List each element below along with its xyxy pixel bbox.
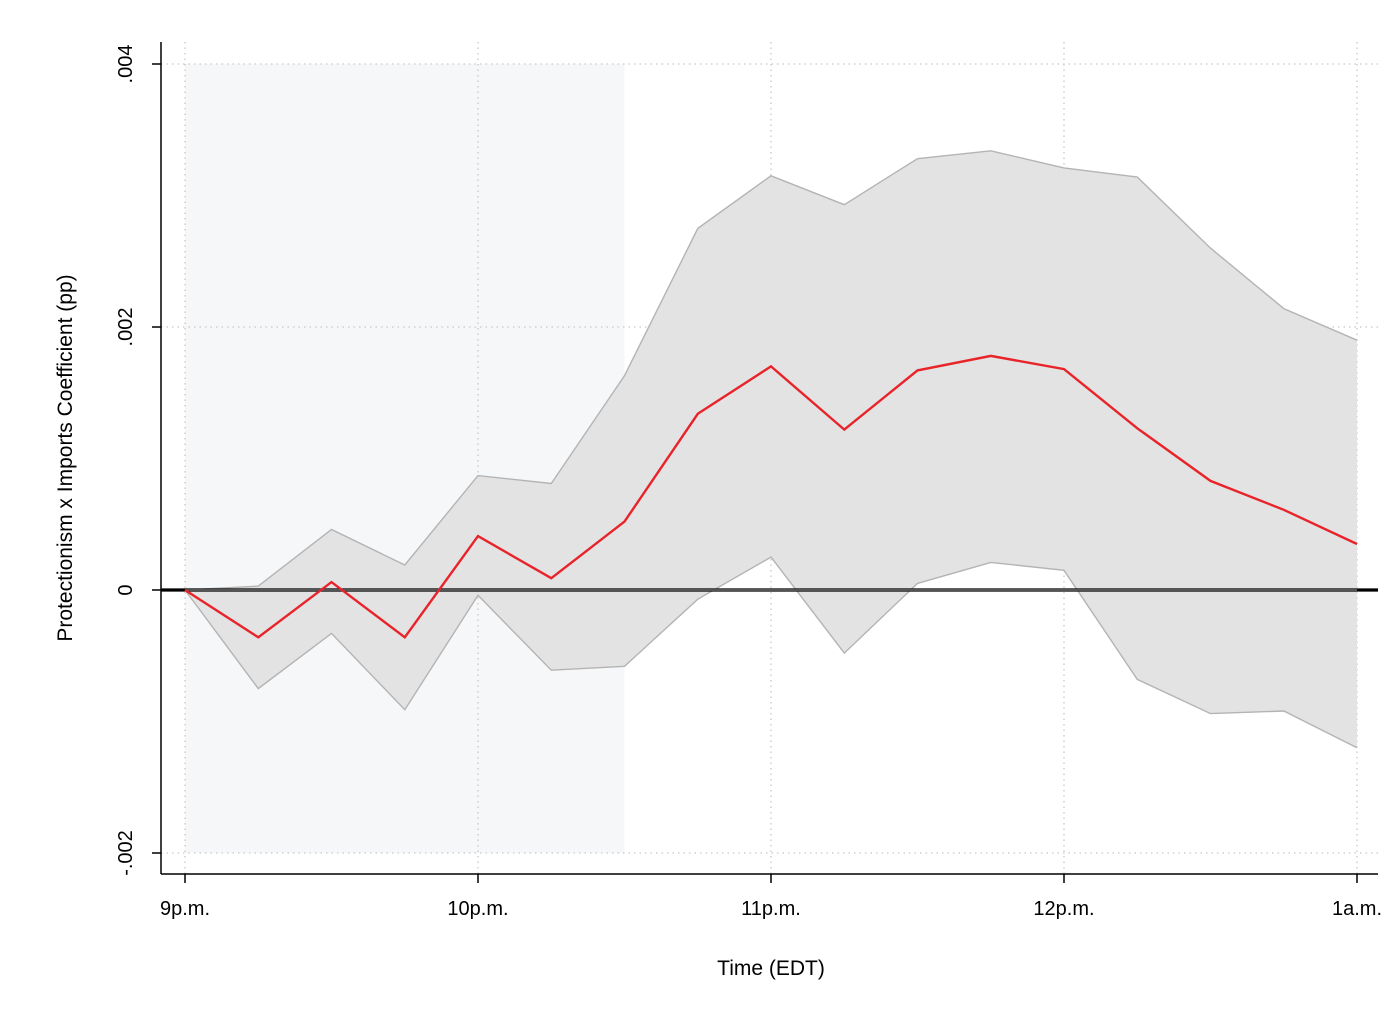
shaded-region [185,64,625,853]
x-tick-label: 1a.m. [1332,898,1382,920]
x-tick-label: 9p.m. [160,898,210,920]
x-axis-title: Time (EDT) [717,957,825,980]
y-tick-label: -.002 [115,830,137,876]
shaded-region-layer [185,64,625,853]
y-tick-label: .004 [115,45,137,84]
y-axis-title: Protectionism x Imports Coefficient (pp) [54,274,77,641]
x-tick-label: 11p.m. [741,898,801,920]
y-tick-label: 0 [115,584,137,595]
x-tick-label: 12p.m. [1033,898,1094,920]
x-tick-label: 10p.m. [447,898,508,920]
y-tick-label: .002 [115,308,137,347]
